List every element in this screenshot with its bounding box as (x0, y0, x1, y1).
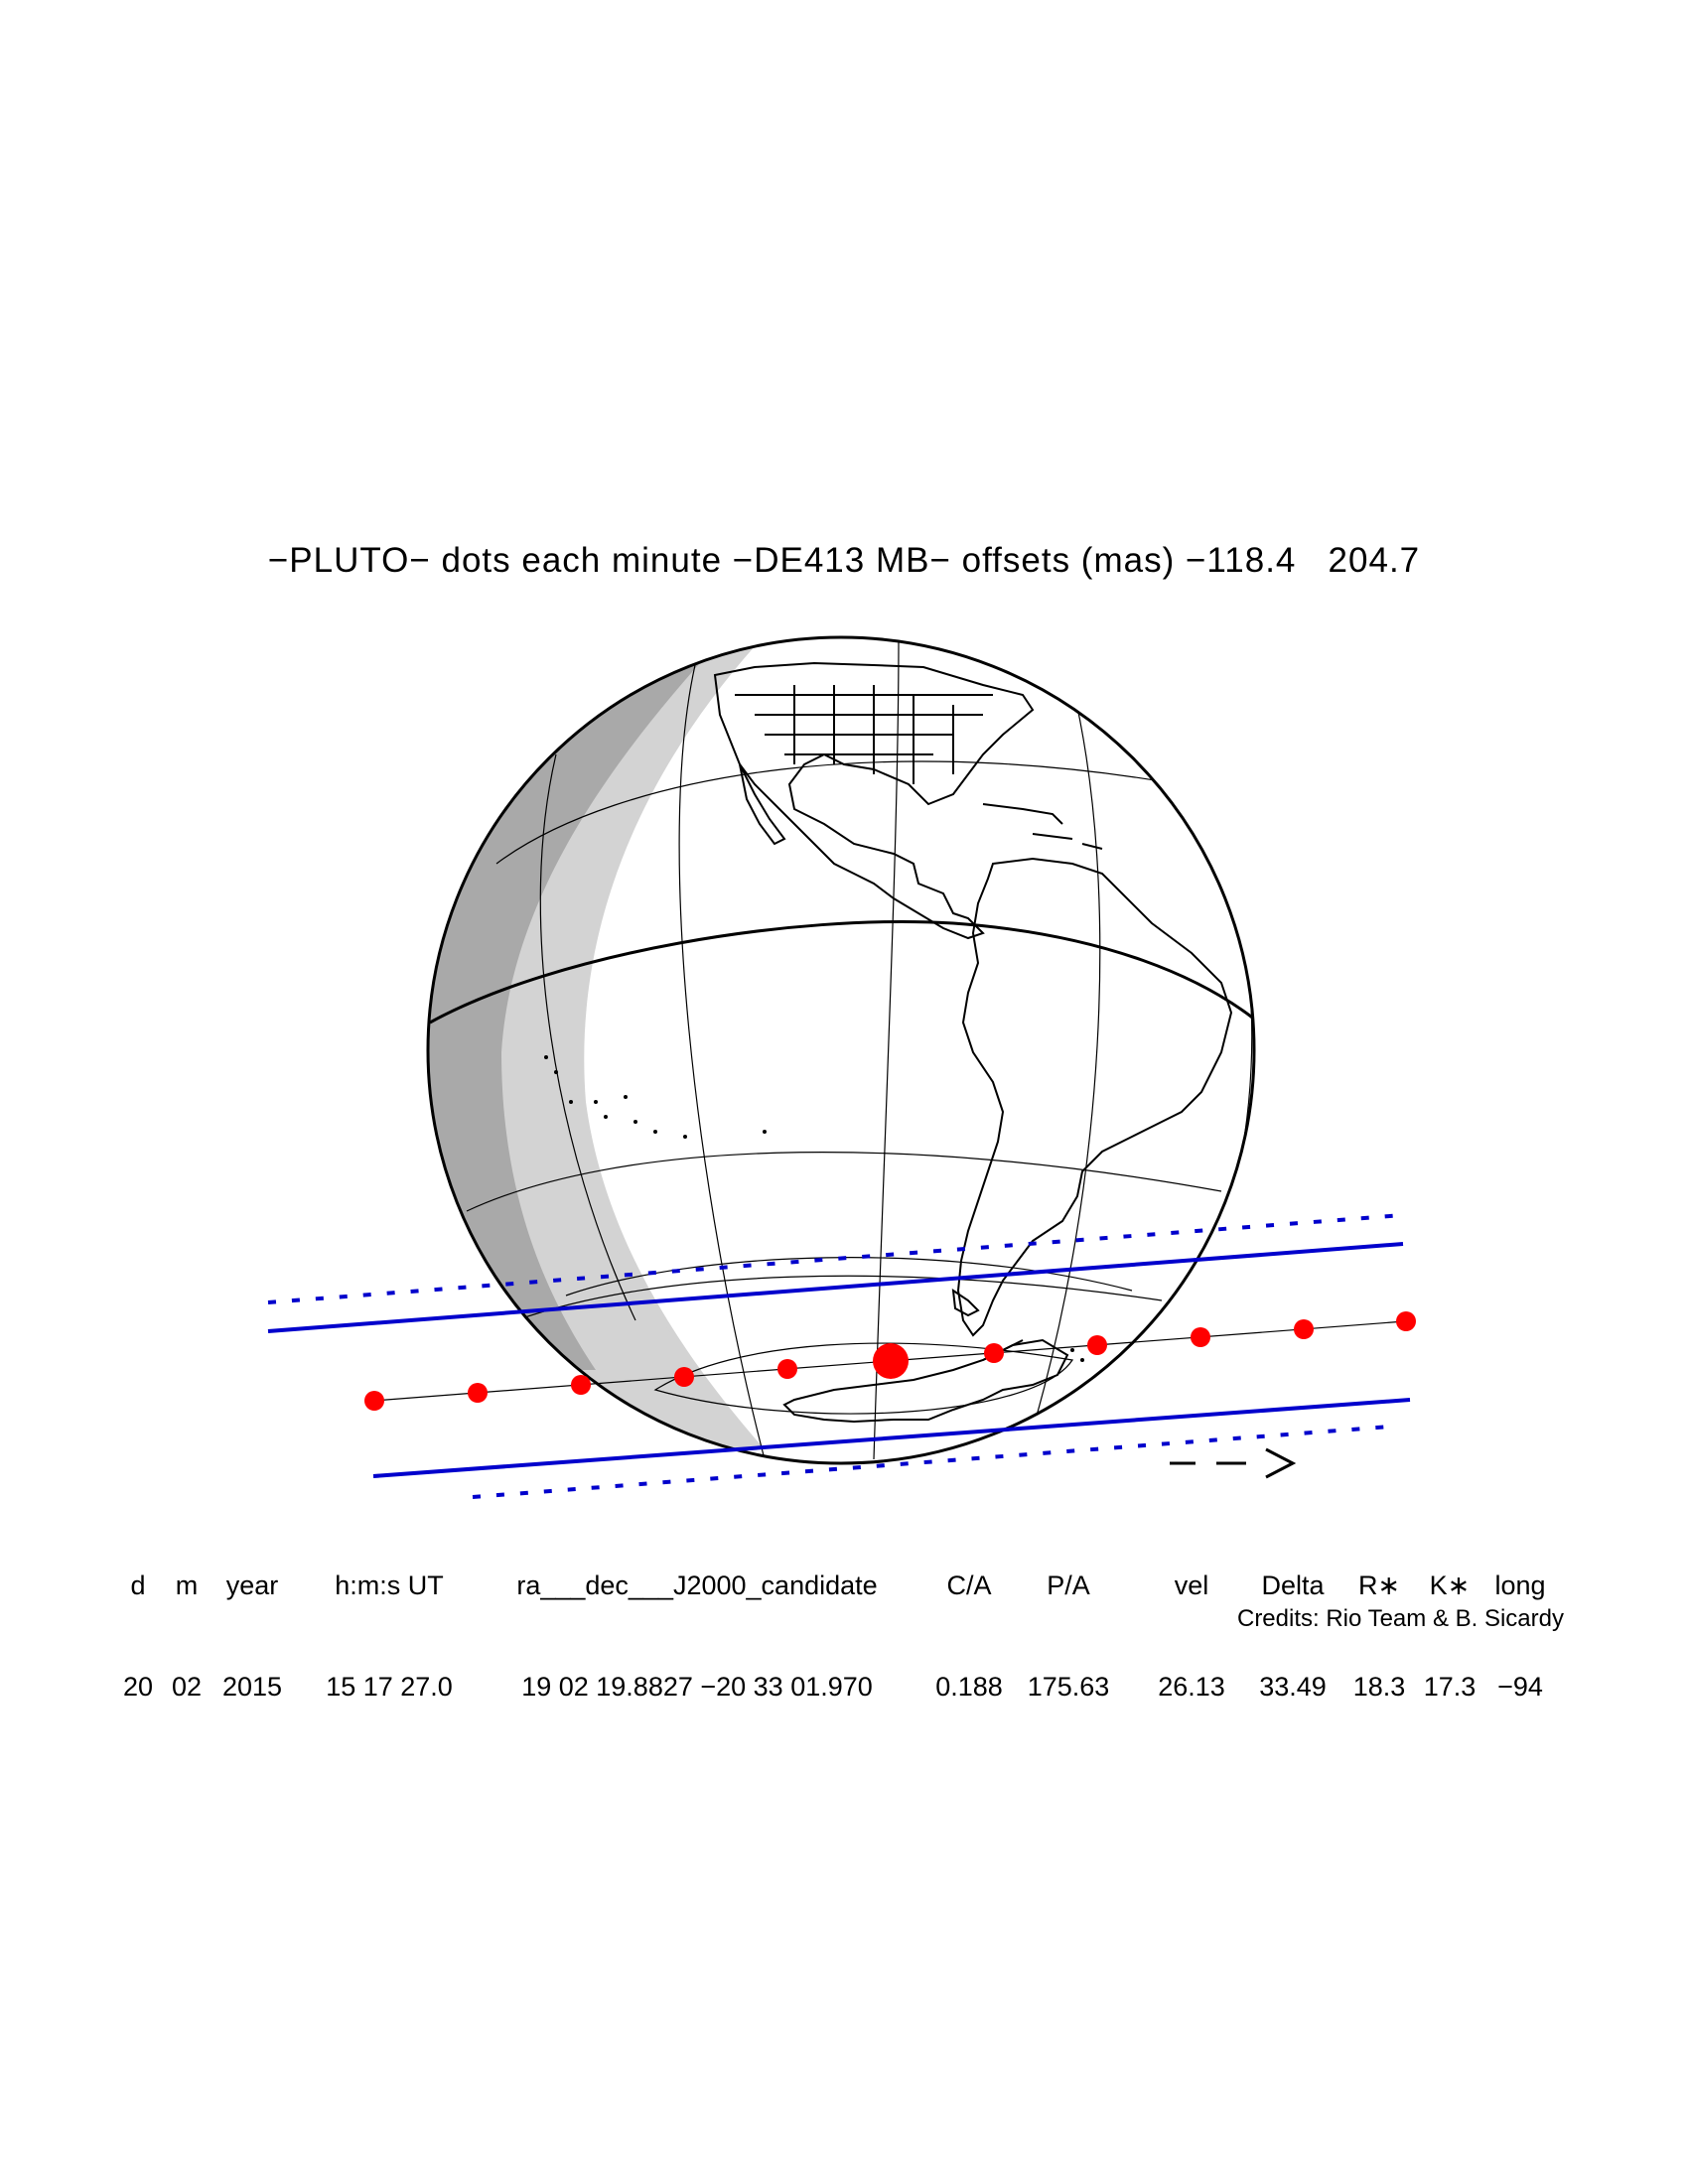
south-limit (372, 1398, 1411, 1478)
time-dot (777, 1359, 797, 1379)
north-america-outline (713, 661, 1035, 940)
globe (426, 635, 1256, 1465)
time-dot (1396, 1311, 1416, 1331)
time-dot (1087, 1335, 1107, 1355)
header-delta: Delta (1261, 1570, 1325, 1600)
col-delta: Delta 33.49 (1259, 1509, 1327, 1773)
value-kmag: 17.3 (1423, 1672, 1477, 1702)
col-kmag: K∗ 17.3 (1424, 1509, 1477, 1773)
value-month: 02 (171, 1672, 203, 1702)
globe-outline (426, 635, 1256, 1465)
shadow-path (267, 1213, 1411, 1499)
header-month: m (175, 1570, 199, 1600)
header-time: h:m:s UT (335, 1570, 444, 1600)
baja-california (739, 763, 786, 846)
col-month: m 02 (172, 1509, 202, 1773)
caribbean-islands (982, 803, 1103, 850)
col-vel: vel 26.13 (1158, 1509, 1225, 1773)
centerline (364, 1311, 1416, 1411)
header-coordinates: ra___dec___J2000_candidate (516, 1570, 878, 1600)
time-dot (1294, 1319, 1314, 1339)
header-vel: vel (1174, 1570, 1209, 1600)
header-long: long (1494, 1570, 1546, 1600)
time-dot (1191, 1327, 1210, 1347)
value-rmag: 18.3 (1352, 1672, 1406, 1702)
header-day: d (130, 1570, 146, 1600)
col-year: year 2015 (222, 1509, 282, 1773)
us-state-grid (735, 685, 993, 784)
time-dot (468, 1383, 488, 1403)
value-ca: 0.188 (935, 1672, 1003, 1702)
antarctica-outline (782, 1338, 1069, 1424)
credits-text: Credits: Rio Team & B. Sicardy (1236, 1605, 1564, 1632)
col-coordinates: ra___dec___J2000_candidate 19 02 19.8827… (516, 1509, 877, 1773)
header-year: year (225, 1570, 279, 1600)
south-america-outline (956, 857, 1233, 1337)
value-vel: 26.13 (1158, 1672, 1225, 1702)
night-dark-band (428, 637, 725, 1370)
value-time: 15 17 27.0 (326, 1672, 453, 1702)
value-day: 20 (122, 1672, 154, 1702)
plot-title: −PLUTO− dots each minute −DE413 MB− offs… (267, 541, 1421, 580)
night-shading (428, 637, 765, 1449)
closest-approach-dot (873, 1343, 909, 1379)
direction-arrow (1170, 1447, 1297, 1479)
event-info-table: d 20 m 02 year 2015 h:m:s UT 15 17 27.0 … (0, 1509, 1688, 1702)
time-dot (984, 1343, 1004, 1363)
time-dot (571, 1375, 591, 1395)
col-pa: P/A 175.63 (1028, 1509, 1110, 1773)
header-pa: P/A (1047, 1570, 1090, 1600)
value-long: −94 (1497, 1672, 1543, 1702)
header-kmag: K∗ (1429, 1570, 1471, 1600)
time-dot (674, 1367, 694, 1387)
header-rmag: R∗ (1357, 1570, 1401, 1600)
tierra-del-fuego (951, 1288, 980, 1317)
time-dot (364, 1391, 384, 1411)
col-time: h:m:s UT 15 17 27.0 (326, 1509, 453, 1773)
value-coordinates: 19 02 19.8827 −20 33 01.970 (521, 1672, 873, 1702)
header-ca: C/A (946, 1570, 992, 1600)
south-limit-dotted (472, 1425, 1391, 1499)
north-limit (267, 1242, 1404, 1333)
col-rmag: R∗ 18.3 (1353, 1509, 1406, 1773)
value-year: 2015 (221, 1672, 283, 1702)
col-day: d 20 (123, 1509, 153, 1773)
value-delta: 33.49 (1259, 1672, 1327, 1702)
value-pa: 175.63 (1027, 1672, 1110, 1702)
continents (713, 661, 1233, 1424)
col-ca: C/A 0.188 (935, 1509, 1003, 1773)
col-long: long −94 (1494, 1509, 1545, 1773)
